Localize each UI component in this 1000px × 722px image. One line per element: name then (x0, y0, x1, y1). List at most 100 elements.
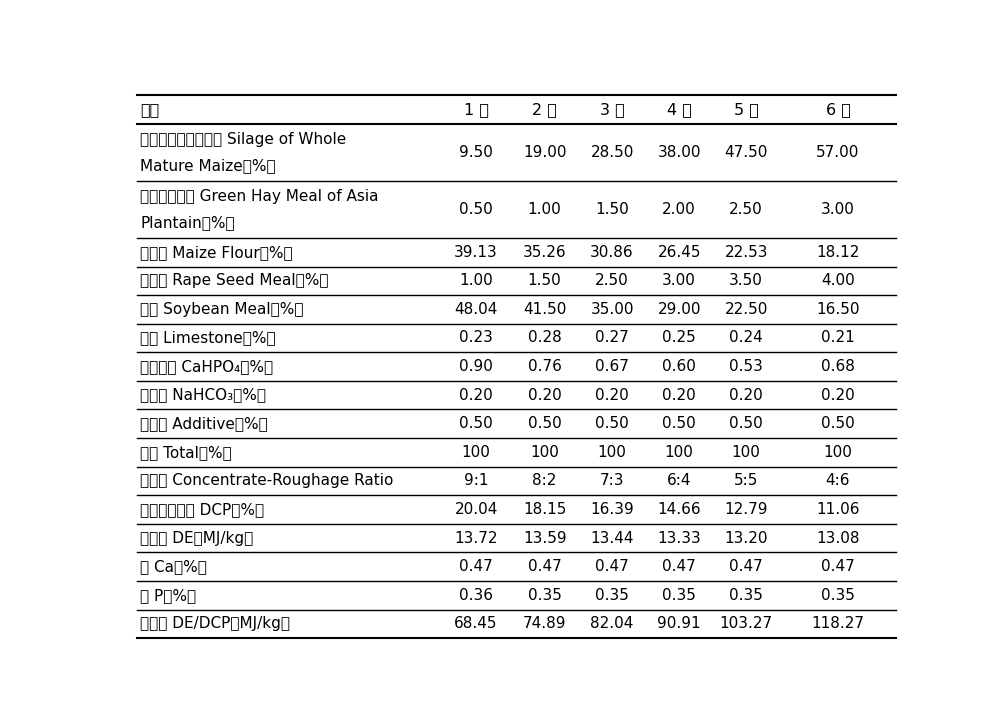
Text: 1.50: 1.50 (528, 274, 562, 288)
Text: 100: 100 (824, 445, 852, 460)
Text: 0.50: 0.50 (528, 416, 562, 431)
Text: 118.27: 118.27 (812, 617, 864, 631)
Text: 35.26: 35.26 (523, 245, 566, 260)
Text: 3.00: 3.00 (821, 202, 855, 217)
Text: Plantain（%）: Plantain（%） (140, 215, 235, 230)
Text: 0.47: 0.47 (459, 559, 493, 574)
Text: 9:1: 9:1 (464, 474, 488, 488)
Text: 0.35: 0.35 (595, 588, 629, 603)
Text: 47.50: 47.50 (724, 144, 768, 160)
Text: 精粗比 Concentrate-Roughage Ratio: 精粗比 Concentrate-Roughage Ratio (140, 474, 394, 488)
Text: 100: 100 (732, 445, 761, 460)
Text: 车前青干草粉 Green Hay Meal of Asia: 车前青干草粉 Green Hay Meal of Asia (140, 188, 379, 204)
Text: 30.86: 30.86 (590, 245, 634, 260)
Text: 0.60: 0.60 (662, 359, 696, 374)
Text: 豆粕 Soybean Meal（%）: 豆粕 Soybean Meal（%） (140, 302, 304, 317)
Text: 磷酸氢钙 CaHPO₄（%）: 磷酸氢钙 CaHPO₄（%） (140, 359, 274, 374)
Text: 5 组: 5 组 (734, 102, 759, 117)
Text: 0.35: 0.35 (528, 588, 562, 603)
Text: 0.68: 0.68 (821, 359, 855, 374)
Text: 0.20: 0.20 (821, 388, 855, 403)
Text: 菜仔饼 Rape Seed Meal（%）: 菜仔饼 Rape Seed Meal（%） (140, 274, 329, 288)
Text: 0.67: 0.67 (595, 359, 629, 374)
Text: 100: 100 (462, 445, 491, 460)
Text: 0.20: 0.20 (662, 388, 696, 403)
Text: 29.00: 29.00 (657, 302, 701, 317)
Text: 石粉 Limestone（%）: 石粉 Limestone（%） (140, 331, 276, 345)
Text: 18.15: 18.15 (523, 502, 566, 517)
Text: 0.23: 0.23 (459, 331, 493, 345)
Text: 0.50: 0.50 (459, 202, 493, 217)
Text: 0.20: 0.20 (459, 388, 493, 403)
Text: 13.44: 13.44 (590, 531, 634, 546)
Text: 28.50: 28.50 (590, 144, 634, 160)
Text: 成熟期全株玉米青贮 Silage of Whole: 成熟期全株玉米青贮 Silage of Whole (140, 131, 347, 147)
Text: 13.33: 13.33 (657, 531, 701, 546)
Text: 13.59: 13.59 (523, 531, 566, 546)
Text: 0.50: 0.50 (662, 416, 696, 431)
Text: 0.21: 0.21 (821, 331, 855, 345)
Text: 4.00: 4.00 (821, 274, 855, 288)
Text: 6:4: 6:4 (667, 474, 691, 488)
Text: 0.90: 0.90 (459, 359, 493, 374)
Text: 11.06: 11.06 (816, 502, 860, 517)
Text: 100: 100 (530, 445, 559, 460)
Text: 1 组: 1 组 (464, 102, 489, 117)
Text: 0.20: 0.20 (729, 388, 763, 403)
Text: 39.13: 39.13 (454, 245, 498, 260)
Text: 0.28: 0.28 (528, 331, 562, 345)
Text: 2.00: 2.00 (662, 202, 696, 217)
Text: 3 组: 3 组 (600, 102, 624, 117)
Text: 7:3: 7:3 (600, 474, 624, 488)
Text: 合计 Total（%）: 合计 Total（%） (140, 445, 232, 460)
Text: 1.50: 1.50 (595, 202, 629, 217)
Text: 0.25: 0.25 (662, 331, 696, 345)
Text: 0.76: 0.76 (528, 359, 562, 374)
Text: 22.53: 22.53 (724, 245, 768, 260)
Text: 8:2: 8:2 (532, 474, 557, 488)
Text: 35.00: 35.00 (590, 302, 634, 317)
Text: 4 组: 4 组 (667, 102, 692, 117)
Text: 6 组: 6 组 (826, 102, 850, 117)
Text: 3.00: 3.00 (662, 274, 696, 288)
Text: 0.50: 0.50 (595, 416, 629, 431)
Text: 3.50: 3.50 (729, 274, 763, 288)
Text: 12.79: 12.79 (724, 502, 768, 517)
Text: 2.50: 2.50 (729, 202, 763, 217)
Text: 48.04: 48.04 (454, 302, 498, 317)
Text: 90.91: 90.91 (657, 617, 701, 631)
Text: 消化能 DE（MJ/kg）: 消化能 DE（MJ/kg） (140, 531, 254, 546)
Text: 1.00: 1.00 (528, 202, 562, 217)
Text: 13.20: 13.20 (724, 531, 768, 546)
Text: 玉米粉 Maize Flour（%）: 玉米粉 Maize Flour（%） (140, 245, 293, 260)
Text: 0.20: 0.20 (528, 388, 562, 403)
Text: 0.47: 0.47 (821, 559, 855, 574)
Text: 22.50: 22.50 (724, 302, 768, 317)
Text: 能氮比 DE/DCP（MJ/kg）: 能氮比 DE/DCP（MJ/kg） (140, 617, 290, 631)
Text: 1.00: 1.00 (459, 274, 493, 288)
Text: 0.47: 0.47 (528, 559, 562, 574)
Text: 19.00: 19.00 (523, 144, 566, 160)
Text: 13.08: 13.08 (816, 531, 860, 546)
Text: 57.00: 57.00 (816, 144, 860, 160)
Text: 68.45: 68.45 (454, 617, 498, 631)
Text: 4:6: 4:6 (826, 474, 850, 488)
Text: 钙 Ca（%）: 钙 Ca（%） (140, 559, 207, 574)
Text: 小苏打 NaHCO₃（%）: 小苏打 NaHCO₃（%） (140, 388, 266, 403)
Text: 0.24: 0.24 (729, 331, 763, 345)
Text: 0.35: 0.35 (821, 588, 855, 603)
Text: 0.20: 0.20 (595, 388, 629, 403)
Text: 74.89: 74.89 (523, 617, 566, 631)
Text: 0.50: 0.50 (459, 416, 493, 431)
Text: 5:5: 5:5 (734, 474, 758, 488)
Text: 0.27: 0.27 (595, 331, 629, 345)
Text: 41.50: 41.50 (523, 302, 566, 317)
Text: 项目: 项目 (140, 102, 160, 117)
Text: 82.04: 82.04 (590, 617, 634, 631)
Text: 添加剂 Additive（%）: 添加剂 Additive（%） (140, 416, 268, 431)
Text: 26.45: 26.45 (657, 245, 701, 260)
Text: 100: 100 (665, 445, 694, 460)
Text: 0.53: 0.53 (729, 359, 763, 374)
Text: 0.47: 0.47 (729, 559, 763, 574)
Text: 0.36: 0.36 (459, 588, 493, 603)
